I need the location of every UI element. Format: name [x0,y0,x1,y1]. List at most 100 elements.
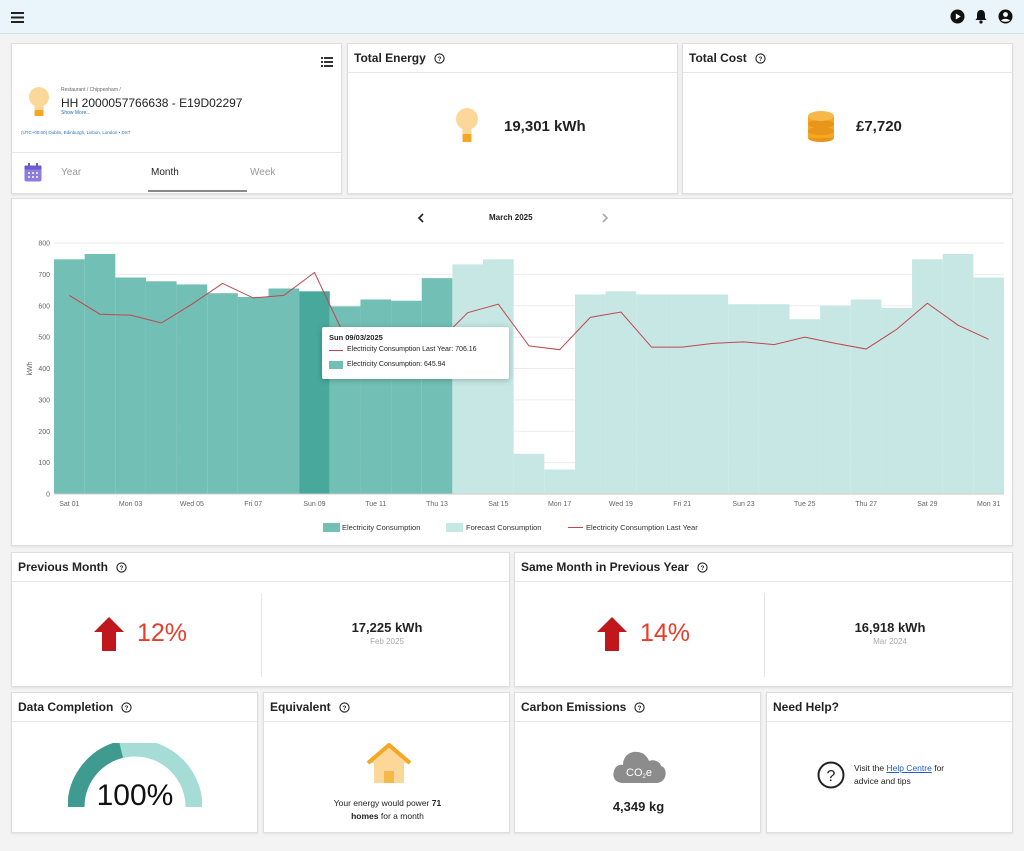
consumption-bar [299,291,330,494]
help-icon[interactable]: ? [121,701,132,713]
tab-divider [12,152,343,153]
x-tick-label: Wed 05 [180,501,204,508]
forecast-bar [850,299,882,494]
total-cost-value: £7,720 [856,118,902,135]
x-tick-label: Sat 15 [488,501,508,508]
legend-label-last-year[interactable]: Electricity Consumption Last Year [586,523,698,532]
help-icon[interactable]: ? [697,561,708,573]
forecast-bar [666,294,698,494]
carbon-title: Carbon Emissions [521,700,627,714]
chart-period-label: March 2025 [489,213,533,222]
forecast-bar [605,291,637,494]
forecast-bar [758,304,790,494]
lightbulb-icon [26,86,52,123]
legend-label-consumption[interactable]: Electricity Consumption [342,523,421,532]
help-icon[interactable]: ? [434,52,445,64]
equivalent-text-c: for a month [380,811,424,821]
co2-cloud-icon: CO2e [611,745,667,790]
y-tick-label: 400 [38,366,50,373]
last-year-line [69,271,989,351]
consumption-bar [421,278,453,494]
total-energy-card: Total Energy ? 19,301 kWh [347,43,678,194]
y-tick-label: 0 [46,492,50,499]
y-tick-label: 600 [38,303,50,310]
tooltip-bar-text: Electricity Consumption: 645.94 [347,361,446,368]
consumption-bar [115,277,146,494]
data-completion-card: Data Completion ? 100% [11,692,258,833]
y-tick-label: 700 [38,272,50,279]
play-icon[interactable] [950,9,965,29]
help-icon[interactable]: ? [755,52,766,64]
hamburger-menu-icon[interactable] [11,10,24,23]
help-card: Need Help? ? Visit the Help Centre for a… [766,692,1013,833]
show-more-link[interactable]: Show More... [61,110,91,116]
previous-period-button[interactable] [416,211,426,229]
chart-tooltip: Sun 09/03/2025 Electricity Consumption L… [322,327,509,379]
question-circle-icon: ? [817,761,845,794]
carbon-card: Carbon Emissions ? CO2e 4,349 kg [514,692,761,833]
x-tick-label: Thu 13 [426,501,448,508]
tab-year[interactable]: Year [61,167,82,178]
timezone-label: (UTC+00:00) Dublin, Edinburgh, Lisbon, L… [21,130,131,135]
total-energy-value: 19,301 kWh [504,118,586,135]
total-cost-title: Total Cost [689,51,747,65]
help-centre-link[interactable]: Help Centre [886,763,932,773]
meter-card: Restaurant / Chippenham / HH 20000577666… [11,43,343,194]
x-tick-label: Mon 03 [119,501,142,508]
help-title: Need Help? [773,700,840,714]
equivalent-homes-count: 71 [431,798,442,808]
svg-text:?: ? [700,564,704,571]
same-month-percent: 14% [640,619,691,647]
lightbulb-icon [455,107,479,148]
svg-text:?: ? [758,55,762,62]
forecast-bar [789,319,821,494]
help-text: Visit the Help Centre for advice and tip… [854,762,1004,788]
legend-swatch-forecast [446,523,463,532]
help-text-c: advice and tips [854,776,911,786]
tooltip-line-swatch [329,350,343,351]
svg-text:CO2e: CO2e [626,767,652,780]
previous-month-percent: 12% [137,619,188,647]
consumption-bar [54,259,85,494]
help-icon[interactable]: ? [339,701,350,713]
y-axis-label: kWh [27,361,34,375]
same-month-value: 16,918 kWh [854,620,926,635]
house-icon [365,741,413,790]
svg-text:?: ? [120,564,124,571]
x-tick-label: Sat 29 [917,501,937,508]
top-bar [0,0,1024,34]
forecast-bar [820,305,851,494]
coins-icon [806,109,836,148]
forecast-bar [728,304,759,494]
list-view-icon[interactable] [321,54,333,72]
forecast-bar [973,277,1004,494]
account-icon[interactable] [998,9,1013,29]
help-icon[interactable]: ? [634,701,645,713]
x-tick-label: Sun 23 [732,501,754,508]
help-icon[interactable]: ? [116,561,127,573]
x-tick-label: Fri 21 [673,501,691,508]
legend-label-forecast[interactable]: Forecast Consumption [466,523,542,532]
svg-text:?: ? [827,768,836,785]
equivalent-card: Equivalent ? Your energy would power 71 … [263,692,510,833]
forecast-bar [881,307,913,494]
x-tick-label: Tue 11 [365,501,386,508]
x-tick-label: Wed 19 [609,501,633,508]
previous-month-title: Previous Month [18,560,109,574]
notifications-bell-icon[interactable] [974,9,988,29]
tab-month[interactable]: Month [151,167,179,178]
tooltip-bar-swatch [329,361,343,369]
vertical-divider [764,593,765,677]
forecast-bar [513,453,545,494]
x-tick-label: Sun 09 [303,501,325,508]
consumption-bar [237,296,269,494]
next-period-button[interactable] [600,211,610,229]
consumption-bar [176,284,208,494]
tab-week[interactable]: Week [250,167,276,178]
vertical-divider [261,593,262,677]
help-text-a: Visit the [854,763,885,773]
same-month-title: Same Month in Previous Year [521,560,689,574]
equivalent-text-a: Your energy would power [333,798,430,808]
svg-text:?: ? [437,55,441,62]
consumption-bar [145,281,177,494]
